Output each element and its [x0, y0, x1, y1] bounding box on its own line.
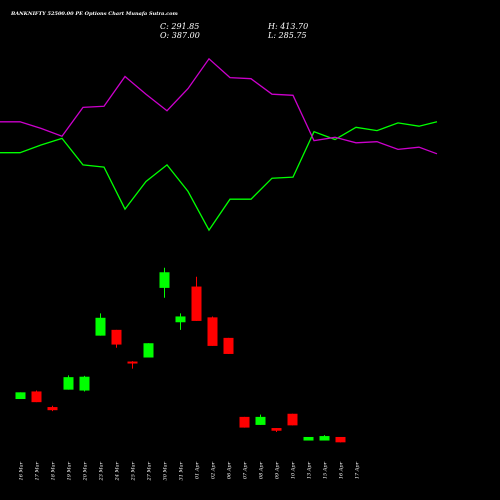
- candle-body: [79, 376, 90, 391]
- candle-body: [239, 416, 250, 428]
- x-tick-label: 06 Apr: [227, 461, 233, 479]
- x-tick-label: 18 Mar: [51, 461, 57, 480]
- candle-body: [15, 392, 26, 400]
- x-tick-label: 24 Mar: [115, 461, 121, 481]
- candle-body: [191, 286, 202, 321]
- open-value: O: 387.00: [160, 31, 200, 40]
- x-tick-label: 20 Mar: [83, 461, 89, 481]
- x-tick-label: 16 Mar: [19, 461, 25, 480]
- x-tick-label: 07 Apr: [243, 461, 249, 479]
- x-tick-label: 15 Apr: [323, 461, 329, 479]
- x-tick-label: 25 Mar: [131, 461, 137, 481]
- x-tick-label: 30 Mar: [163, 461, 169, 480]
- candle-body: [175, 316, 186, 323]
- candle-body: [271, 428, 282, 431]
- candle-body: [111, 329, 122, 345]
- candle-body: [127, 361, 138, 364]
- x-tick-label: 17 Apr: [355, 461, 361, 479]
- x-tick-label: 31 Mar: [179, 461, 185, 480]
- close-value: C: 291.85: [160, 22, 200, 31]
- candle-body: [95, 317, 106, 336]
- candle-body: [159, 272, 170, 288]
- candle-body: [319, 436, 330, 441]
- x-tick-label: 02 Apr: [211, 461, 217, 479]
- candle-body: [31, 391, 42, 403]
- x-tick-label: 08 Apr: [259, 461, 265, 479]
- x-tick-label: 01 Apr: [195, 461, 201, 479]
- high-value: H: 413.70: [268, 22, 309, 31]
- low-value: L: 285.75: [268, 31, 307, 40]
- candle-body: [287, 413, 298, 426]
- x-tick-label: 19 Mar: [67, 461, 73, 480]
- magenta-line-series: [0, 57, 438, 155]
- chart-title: BANKNIFTY 52500.00 PE Options Chart Muna…: [11, 11, 178, 17]
- x-tick-label: 13 Apr: [307, 461, 313, 479]
- candle-body: [223, 337, 234, 354]
- x-tick-label: 17 Mar: [35, 461, 41, 480]
- x-tick-label: 09 Apr: [275, 461, 281, 479]
- candle-body: [63, 377, 74, 390]
- candle-body: [143, 343, 154, 358]
- x-tick-label: 23 Mar: [99, 461, 105, 481]
- candle-body: [335, 436, 346, 443]
- candle-body: [47, 407, 58, 411]
- candle-body: [207, 317, 218, 346]
- candle-body: [303, 436, 314, 441]
- green-line-series: [0, 121, 438, 232]
- x-tick-label: 16 Apr: [339, 461, 345, 479]
- x-tick-label: 27 Mar: [147, 461, 153, 481]
- candle-body: [255, 416, 266, 425]
- x-tick-label: 10 Apr: [291, 461, 297, 479]
